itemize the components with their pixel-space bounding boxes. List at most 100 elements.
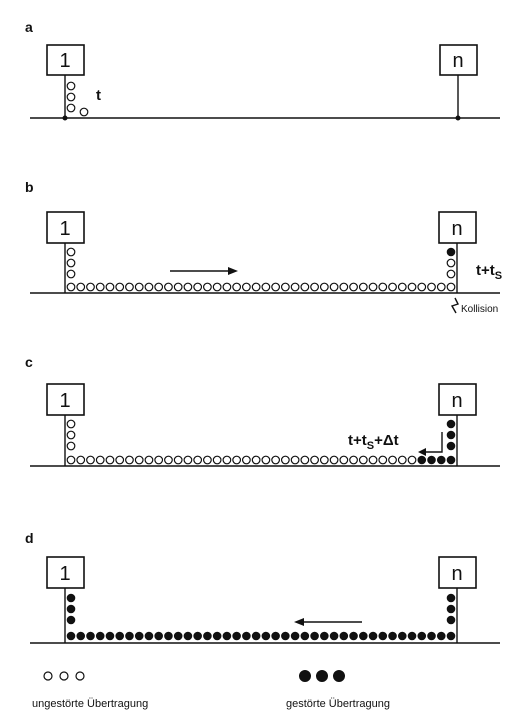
undisturbed-signal-dot (300, 282, 310, 292)
undisturbed-signal-dot (378, 282, 388, 292)
arrow-head (228, 267, 238, 275)
disturbed-signal-dot (300, 631, 310, 641)
time-label-b: t+tS (476, 262, 502, 282)
time-label-c-main: t+t (348, 432, 367, 449)
undisturbed-signal-dot (66, 258, 76, 268)
undisturbed-signal-dot (427, 282, 436, 292)
legend-undisturbed-label: ungestörte Übertragung (32, 698, 148, 710)
undisturbed-signal-dot (397, 282, 407, 292)
disturbed-signal-dot (261, 631, 271, 641)
panel-letter-a: a (25, 19, 33, 35)
undisturbed-signal-dot (222, 455, 232, 465)
legend: ungestörte Übertragung gestörte Übertrag… (32, 670, 390, 710)
undisturbed-signal-dot (164, 282, 173, 292)
station-1-label-b: 1 (59, 218, 70, 240)
legend-disturbed-dot (333, 670, 345, 682)
disturbed-signal-dot (193, 631, 202, 641)
undisturbed-signal-dot (144, 282, 154, 292)
undisturbed-signal-dot (66, 269, 76, 279)
disturbed-signal-dot (320, 631, 329, 641)
undisturbed-signal-dot (203, 455, 212, 465)
disturbed-signal-dot (66, 631, 76, 641)
disturbed-signal-dot (134, 631, 144, 641)
undisturbed-signal-dot (319, 282, 329, 292)
disturbed-signal-dot (271, 631, 280, 641)
undisturbed-signal-dot (154, 282, 164, 292)
undisturbed-signal-dot (105, 455, 115, 465)
undisturbed-signal-dot (86, 282, 95, 292)
legend-undisturbed-dot (59, 671, 69, 681)
undisturbed-signal-dot (300, 455, 310, 465)
disturbed-signal-dot (183, 631, 193, 641)
undisturbed-signal-dot (164, 455, 173, 465)
disturbed-signal-dot (76, 631, 86, 641)
disturbed-signal-dot (154, 631, 163, 641)
disturbed-signal-dot (212, 631, 222, 641)
undisturbed-signal-dot (339, 282, 349, 292)
station-n-label-a: n (452, 50, 463, 72)
undisturbed-signal-dot (388, 455, 397, 465)
disturbed-signal-dot (115, 631, 125, 641)
undisturbed-signal-dot (310, 282, 319, 292)
signal-dots-a (66, 81, 89, 117)
disturbed-signal-dot (86, 631, 95, 641)
legend-disturbed-label: gestörte Übertragung (286, 698, 390, 710)
disturbed-signal-dot (144, 631, 154, 641)
undisturbed-signal-dot (66, 430, 76, 440)
arrow-head (418, 448, 426, 456)
undisturbed-signal-dot (79, 107, 89, 117)
undisturbed-signal-dot (66, 103, 76, 113)
undisturbed-signal-dot (105, 282, 115, 292)
undisturbed-signal-dot (115, 455, 125, 465)
undisturbed-signal-dot (241, 455, 251, 465)
signal-dots-c (66, 419, 456, 465)
disturbed-signal-dot (397, 631, 407, 641)
station-1-label-c: 1 (59, 390, 70, 412)
undisturbed-signal-dot (319, 455, 329, 465)
disturbed-signal-dot (446, 441, 456, 451)
undisturbed-signal-dot (271, 455, 281, 465)
station-n-label-d: n (451, 563, 462, 585)
panel-b: b 1 n t+tS Kollision (25, 179, 502, 315)
undisturbed-signal-dot (329, 282, 339, 292)
disturbed-signal-dot (105, 631, 115, 641)
undisturbed-signal-dot (446, 258, 456, 268)
junction-dot (455, 115, 461, 121)
disturbed-signal-dot (164, 631, 173, 641)
disturbed-signal-dot (388, 631, 397, 641)
undisturbed-signal-dot (86, 455, 95, 465)
station-n-label-c: n (451, 390, 462, 412)
disturbed-signal-dot (66, 615, 76, 625)
disturbed-signal-dot (251, 631, 261, 641)
disturbed-signal-dot (446, 455, 456, 465)
undisturbed-signal-dot (66, 455, 76, 465)
undisturbed-signal-dot (125, 282, 134, 292)
disturbed-signal-dot (66, 604, 76, 614)
undisturbed-signal-dot (222, 282, 232, 292)
disturbed-signal-dot (436, 631, 446, 641)
undisturbed-signal-dot (310, 455, 319, 465)
undisturbed-signal-dot (193, 282, 203, 292)
undisturbed-signal-dot (134, 455, 144, 465)
time-label-a: t (96, 87, 101, 104)
undisturbed-signal-dot (76, 282, 86, 292)
disturbed-signal-dot (125, 631, 134, 641)
panel-a: a 1 n t (25, 19, 500, 121)
undisturbed-signal-dot (125, 455, 134, 465)
collision-label: Kollision (461, 304, 498, 315)
undisturbed-signal-dot (261, 455, 271, 465)
undisturbed-signal-dot (349, 282, 358, 292)
disturbed-signal-dot (446, 631, 456, 641)
undisturbed-signal-dot (95, 455, 105, 465)
panel-d: d 1 n (25, 530, 500, 644)
undisturbed-signal-dot (378, 455, 388, 465)
station-1-box-b (46, 211, 85, 244)
station-1-label-a: 1 (59, 50, 70, 72)
panel-letter-d: d (25, 530, 34, 546)
signal-dots-b (66, 247, 456, 292)
undisturbed-signal-dot (183, 282, 193, 292)
collision-bolt-icon (450, 297, 459, 314)
undisturbed-signal-dot (329, 455, 339, 465)
disturbed-signal-dot (446, 430, 456, 440)
undisturbed-signal-dot (446, 282, 456, 292)
